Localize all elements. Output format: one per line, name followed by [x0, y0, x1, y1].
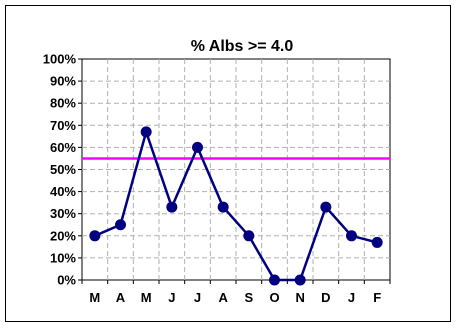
- data-point: [166, 201, 178, 213]
- x-tick-label: D: [321, 290, 330, 305]
- chart-title: % Albs >= 4.0: [191, 38, 294, 55]
- y-tick-label: 0%: [57, 273, 76, 288]
- data-point: [269, 274, 280, 286]
- data-point: [217, 201, 229, 213]
- y-tick-label: 40%: [50, 184, 76, 199]
- y-tick-label: 20%: [50, 228, 76, 243]
- y-tick-label: 70%: [50, 118, 76, 133]
- x-tick-label: O: [269, 290, 279, 305]
- data-point: [140, 126, 152, 138]
- y-tick-label: 90%: [50, 74, 76, 89]
- x-tick-label: N: [295, 290, 304, 305]
- x-tick-label: S: [244, 290, 253, 305]
- x-tick-label: J: [194, 290, 201, 305]
- y-tick-label: 50%: [50, 162, 76, 177]
- series-layer: [89, 126, 383, 286]
- data-point: [243, 230, 255, 242]
- x-tick-label: A: [218, 290, 228, 305]
- y-tick-label: 10%: [50, 250, 76, 265]
- gridlines: [82, 59, 390, 280]
- data-point: [371, 236, 383, 248]
- y-axis-ticks: 0% 10% 20% 30% 40% 50% 60% 70% 80% 90% 100%: [43, 52, 82, 288]
- data-point: [294, 274, 306, 286]
- data-point: [320, 201, 332, 213]
- series-line: [94, 130, 378, 282]
- data-point: [192, 141, 203, 153]
- y-tick-label: 100%: [43, 52, 77, 67]
- x-tick-label: J: [348, 290, 355, 305]
- y-tick-label: 60%: [50, 140, 76, 155]
- x-tick-label: J: [168, 290, 175, 305]
- x-tick-label: A: [116, 290, 126, 305]
- y-tick-label: 30%: [50, 206, 76, 221]
- x-tick-label: M: [141, 290, 152, 305]
- data-point: [346, 230, 357, 242]
- data-point: [115, 219, 126, 231]
- x-tick-label: M: [89, 290, 100, 305]
- y-tick-label: 80%: [50, 96, 76, 111]
- data-point: [89, 230, 101, 242]
- x-tick-label: F: [373, 290, 381, 305]
